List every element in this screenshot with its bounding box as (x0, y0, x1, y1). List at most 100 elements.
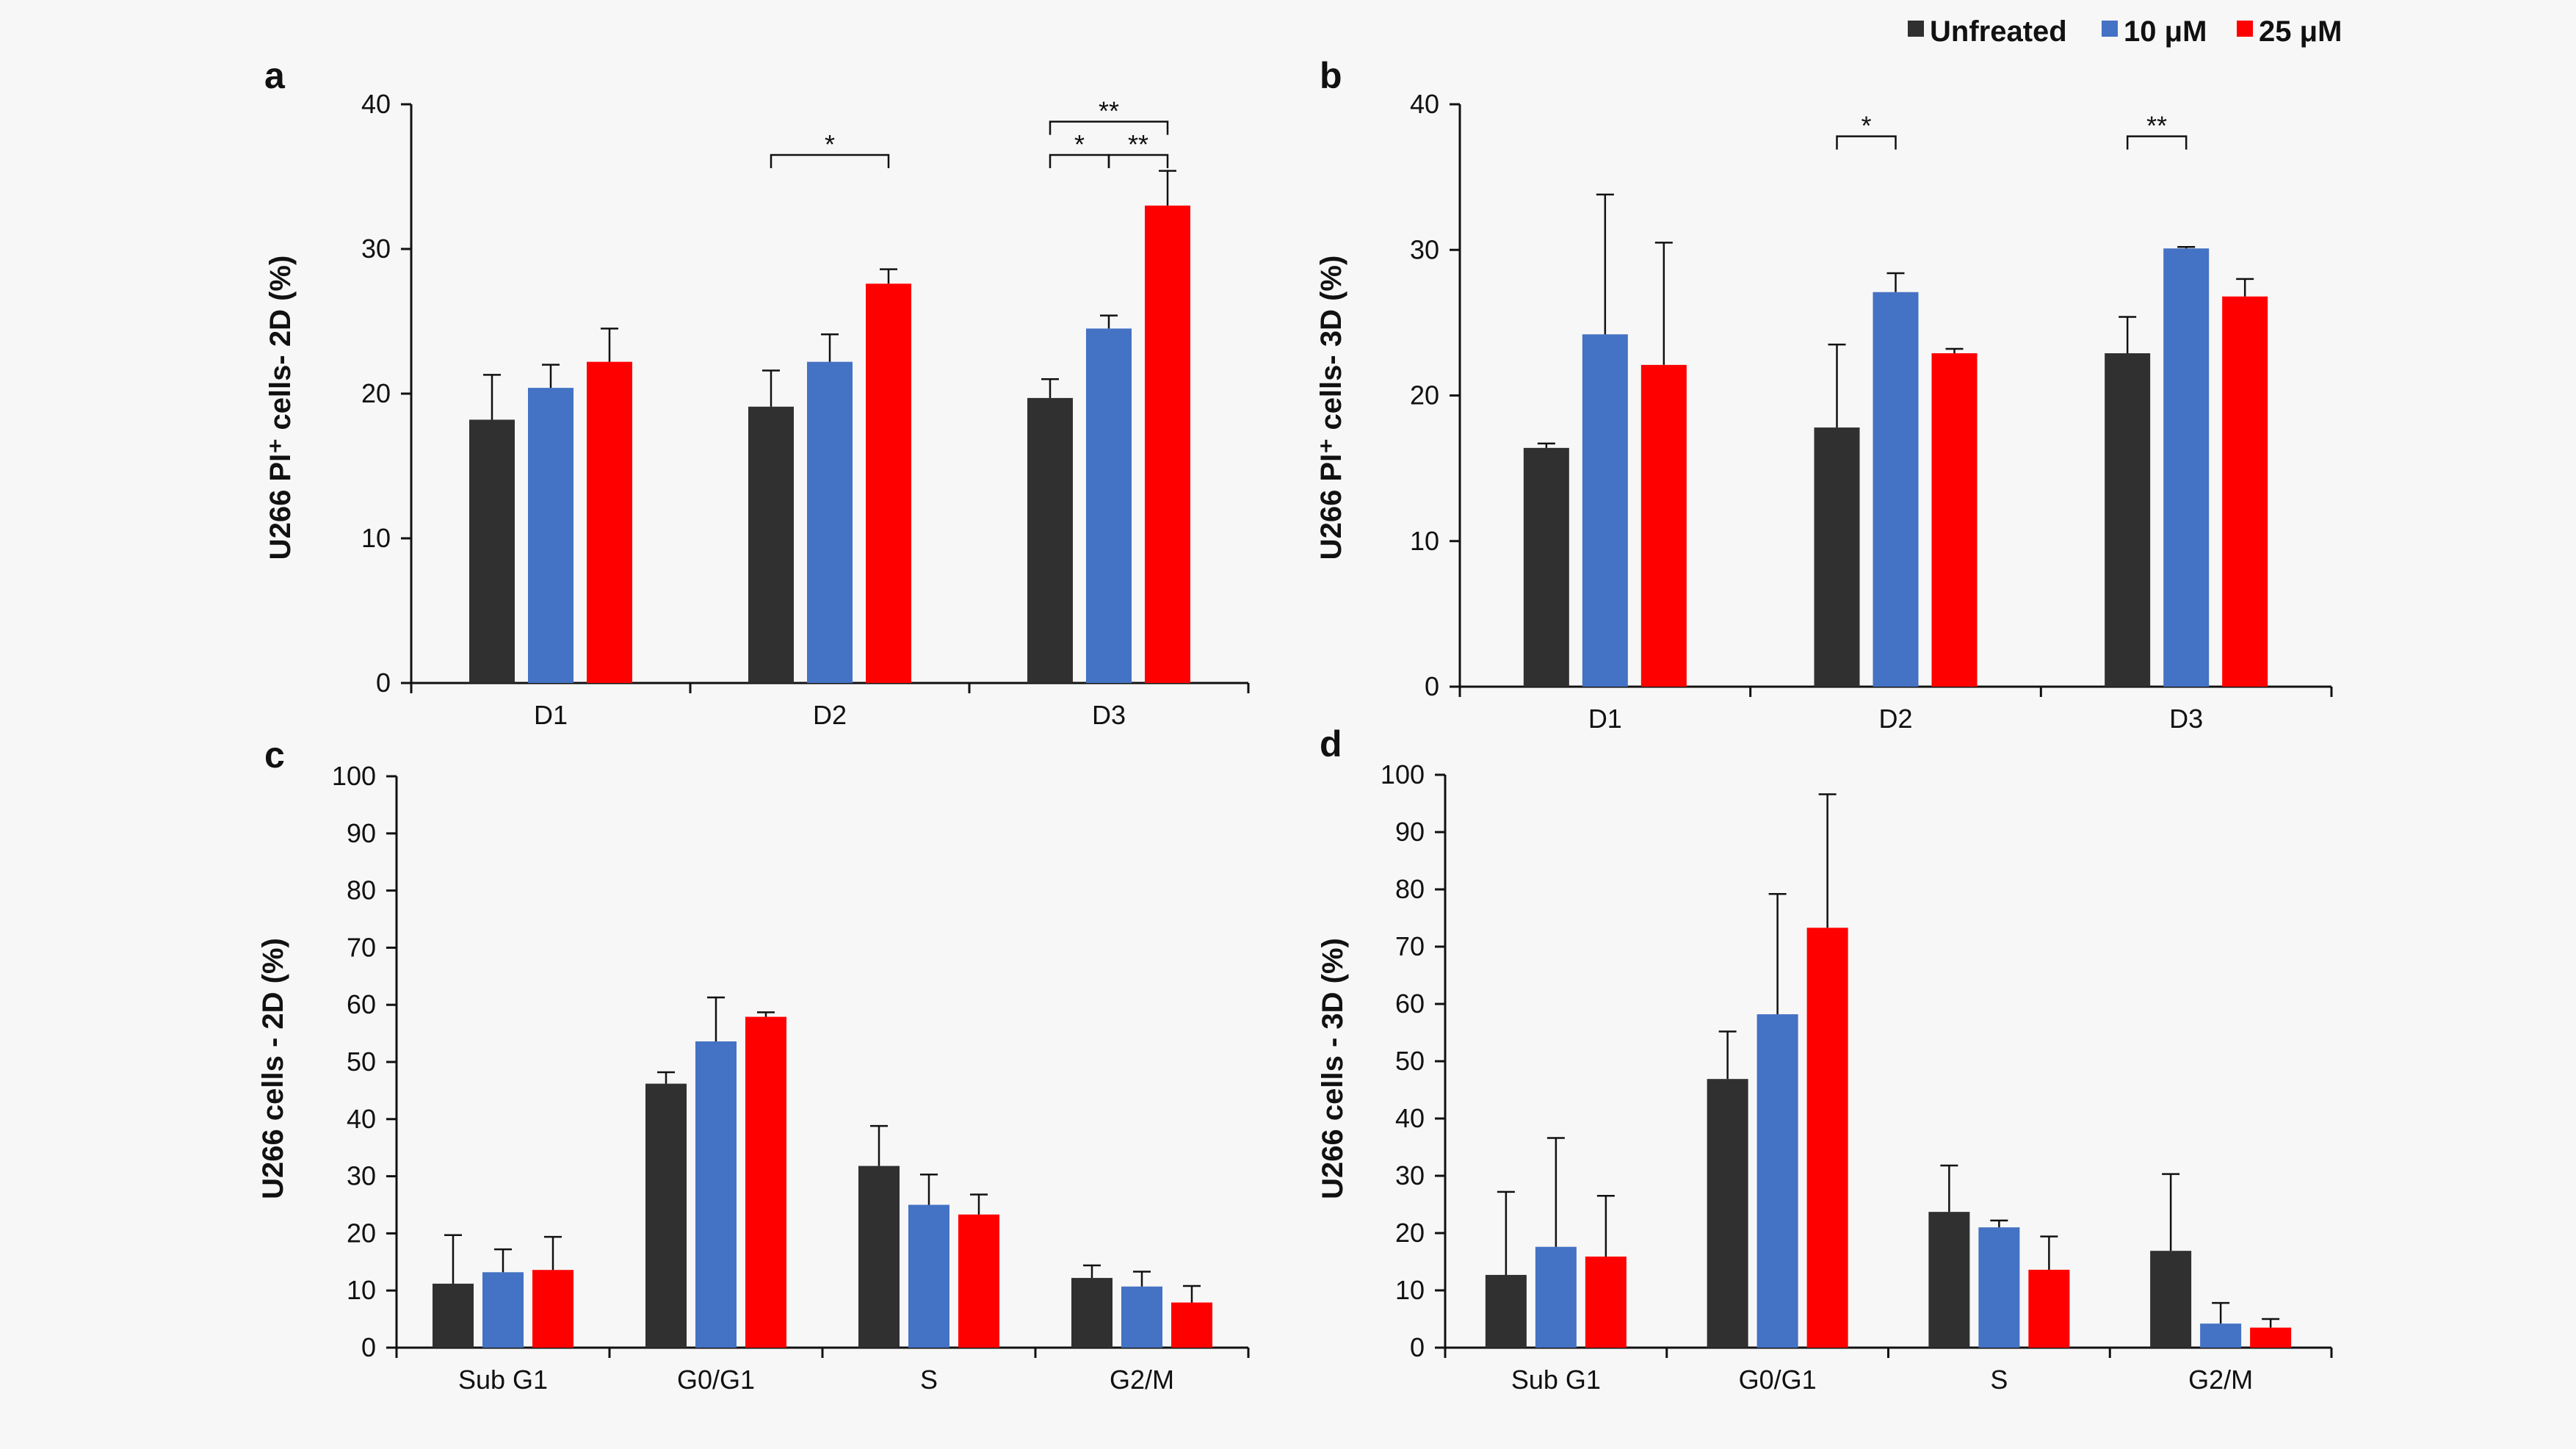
y-tick-label: 0 (1410, 1332, 1425, 1362)
bar (1873, 292, 1919, 687)
panel-letter: a (264, 55, 286, 96)
y-axis-label: U266 PI⁺ cells- 3D (%) (1315, 256, 1347, 560)
significance-label: ** (1128, 129, 1148, 159)
y-tick-label: 50 (347, 1047, 376, 1077)
y-tick-label: 10 (361, 523, 391, 553)
panel-letter: b (1320, 55, 1342, 96)
bar (2028, 1269, 2070, 1348)
chart-panel-d: d U266 cells - 3D (%) 0 10 20 30 40 50 60 70 80 90 1… (1317, 723, 2333, 1395)
bar (2222, 296, 2268, 687)
bar (1171, 1302, 1212, 1348)
bar (1756, 1014, 1798, 1348)
significance-label: * (1074, 129, 1085, 159)
bar (1806, 928, 1848, 1348)
bar (858, 1166, 900, 1348)
bar (1071, 1278, 1112, 1348)
bar (1027, 397, 1073, 683)
bar (2200, 1323, 2242, 1348)
legend-label-25uM: 25 μM (2259, 15, 2342, 48)
bar (1640, 364, 1687, 687)
bar (1931, 353, 1978, 687)
bar (528, 388, 574, 683)
bar (745, 1016, 786, 1348)
y-tick-label: 0 (361, 1332, 376, 1362)
x-tick-label: D2 (1878, 704, 1912, 734)
significance-bracket (1107, 153, 1169, 168)
bar (2250, 1327, 2292, 1348)
x-tick-label: G2/M (2188, 1365, 2253, 1395)
bar (645, 1083, 687, 1348)
y-axis-label: U266 cells - 3D (%) (1317, 938, 1349, 1199)
bar (2105, 353, 2151, 687)
y-tick-label: 20 (361, 378, 391, 408)
y-tick-label: 0 (376, 668, 391, 698)
y-tick-label: 40 (361, 89, 391, 119)
significance-bracket (2126, 135, 2188, 150)
panel-letter: c (264, 734, 285, 776)
y-tick-label: 70 (347, 932, 376, 962)
x-tick-label: D1 (1588, 704, 1622, 734)
y-tick-label: 80 (347, 875, 376, 906)
x-tick-label: D3 (2169, 704, 2203, 734)
bar (2163, 248, 2210, 687)
bar (1121, 1286, 1162, 1348)
x-tick-label: Sub G1 (458, 1365, 548, 1395)
bar (1928, 1212, 1970, 1348)
x-tick-label: D1 (534, 700, 568, 730)
y-tick-label: 100 (1381, 759, 1425, 789)
significance-label: * (825, 129, 835, 159)
y-tick-label: 0 (1425, 671, 1439, 701)
legend-label-10uM: 10 μM (2124, 15, 2207, 48)
significance-bracket (770, 153, 890, 168)
bar (587, 361, 632, 683)
bar (1485, 1274, 1527, 1348)
y-tick-label: 10 (1410, 526, 1439, 556)
y-axis-label: U266 PI⁺ cells- 2D (%) (264, 256, 297, 560)
y-tick-label: 30 (361, 234, 391, 264)
y-tick-label: 40 (1410, 89, 1439, 119)
significance-label: ** (1099, 96, 1119, 126)
y-tick-label: 20 (1410, 380, 1439, 411)
y-tick-label: 90 (1395, 817, 1425, 847)
bar (433, 1283, 474, 1348)
bar (482, 1272, 524, 1348)
bar (866, 283, 911, 683)
y-tick-label: 60 (1395, 989, 1425, 1019)
legend-swatch-untreated (1908, 21, 1924, 37)
x-tick-label: G2/M (1110, 1365, 1174, 1395)
y-tick-label: 40 (347, 1104, 376, 1134)
y-tick-label: 40 (1395, 1103, 1425, 1133)
bar (1585, 1256, 1627, 1348)
bar (1978, 1227, 2020, 1348)
bar (532, 1270, 574, 1348)
bar (748, 406, 794, 683)
y-axis-label: U266 cells - 2D (%) (257, 938, 289, 1199)
bar (1814, 427, 1860, 687)
y-tick-label: 30 (347, 1161, 376, 1191)
bar (908, 1204, 949, 1348)
x-tick-label: G0/G1 (1739, 1365, 1817, 1395)
bar (1145, 205, 1190, 683)
y-tick-label: 80 (1395, 874, 1425, 904)
y-tick-label: 70 (1395, 931, 1425, 961)
y-tick-label: 30 (1410, 234, 1439, 264)
significance-bracket (1836, 135, 1897, 150)
legend-swatch-25uM (2237, 21, 2253, 37)
y-tick-label: 50 (1395, 1046, 1425, 1076)
legend-swatch-10uM (2102, 21, 2118, 37)
y-tick-label: 10 (347, 1275, 376, 1305)
bar (1523, 447, 1569, 687)
chart-panel-c: c U266 cells - 2D (%) 0 10 20 30 40 50 60 70 80 90 1… (257, 734, 1250, 1395)
bar (1707, 1079, 1748, 1348)
bar (1086, 328, 1132, 683)
bar (807, 361, 853, 683)
y-tick-label: 30 (1395, 1160, 1425, 1190)
x-tick-label: D2 (813, 700, 847, 730)
bar (958, 1214, 999, 1348)
significance-label: * (1861, 111, 1871, 141)
bar (469, 419, 515, 683)
